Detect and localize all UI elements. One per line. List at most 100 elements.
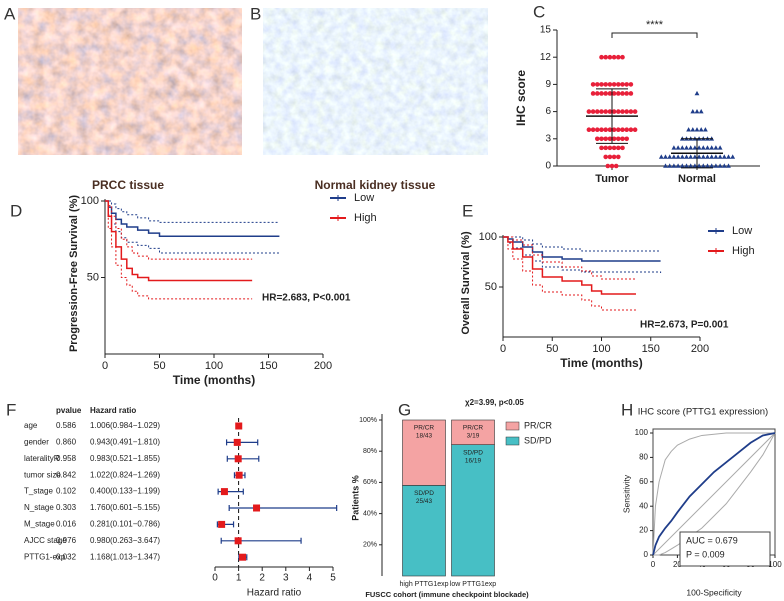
histology-image	[263, 8, 488, 155]
panel-label: D	[10, 201, 22, 220]
y-axis-label: Overall Survival (%)	[460, 231, 472, 335]
dot	[688, 163, 694, 168]
dot	[658, 154, 664, 159]
dot	[611, 54, 617, 60]
y-axis-label: IHC score	[514, 70, 528, 126]
dot	[620, 145, 625, 151]
p-value: 0.958	[56, 454, 77, 463]
dot	[705, 145, 710, 150]
dot	[607, 82, 613, 87]
dot	[713, 154, 719, 159]
x-axis-label: 100-Specificity	[686, 587, 742, 597]
dot	[675, 145, 681, 150]
y-tick-label: 12	[540, 52, 552, 63]
dot	[696, 154, 702, 159]
dot	[709, 145, 715, 150]
legend-label: Low	[732, 225, 752, 237]
dot	[688, 154, 694, 159]
dot	[694, 127, 700, 132]
dot	[590, 91, 596, 96]
x-tick-label: 150	[642, 343, 660, 355]
x-tick-label: 4	[307, 573, 313, 584]
dot	[586, 127, 592, 133]
x-tick-label: 200	[314, 360, 332, 372]
y-tick-label: 20	[639, 526, 648, 535]
y-tick-label: 40	[639, 501, 648, 510]
y-tick-label: 3	[545, 133, 551, 144]
hr-label: 0.983(0.521−1.855)	[90, 454, 160, 463]
dot	[679, 145, 685, 150]
dot	[599, 136, 604, 142]
dot	[611, 109, 617, 114]
confidence-interval	[220, 537, 302, 544]
dot	[611, 91, 617, 96]
confidence-interval	[225, 439, 259, 446]
hr-label: 1.760(0.601−5.155)	[90, 503, 160, 512]
confidence-curve	[652, 432, 775, 556]
dot	[709, 154, 715, 159]
dot	[713, 163, 719, 168]
x-tick-label: 0	[651, 560, 656, 569]
dot	[684, 145, 689, 150]
y-tick-label: 50	[485, 281, 497, 293]
x-tick-label: 0	[212, 573, 218, 584]
x-tick-label: 200	[691, 343, 709, 355]
x-tick-label: 0	[102, 360, 108, 372]
dot	[696, 163, 702, 168]
dot	[620, 109, 625, 114]
dot	[671, 154, 677, 159]
roc-annotation: P = 0.009	[686, 549, 725, 559]
dot	[590, 109, 596, 114]
hr-marker	[233, 438, 241, 446]
dot	[700, 154, 706, 159]
y-tick-label: 100%	[359, 417, 377, 424]
dot	[667, 154, 673, 159]
dot	[611, 136, 617, 142]
error-bar	[596, 88, 628, 144]
dot	[692, 163, 698, 168]
p-value: 0.586	[56, 421, 77, 430]
dot	[616, 154, 621, 160]
confidence-interval	[228, 505, 338, 511]
dot	[698, 127, 704, 132]
segment-label: 16/19	[465, 457, 482, 464]
y-axis-label: Progression-Free Survival (%)	[68, 195, 80, 352]
dot	[607, 54, 613, 60]
y-axis-label: Sensitivity	[621, 474, 631, 513]
dot	[684, 163, 689, 168]
dot	[611, 154, 617, 160]
x-tick-label: 2	[259, 573, 265, 584]
dot	[603, 109, 608, 114]
x-axis-label: Time (months)	[560, 356, 642, 370]
dot	[590, 82, 596, 87]
y-tick-label: 20%	[363, 542, 377, 549]
x-tick-label: 100	[205, 360, 223, 372]
x-tick-label: 50	[153, 360, 165, 372]
x-axis-label: FUSCC cohort (immune checkpoint blockade…	[365, 590, 529, 599]
dot	[700, 145, 706, 150]
dot	[663, 154, 668, 159]
column-header: Hazard ratio	[90, 406, 136, 415]
y-tick-label: 9	[545, 79, 551, 90]
dot	[671, 163, 677, 168]
dot	[721, 154, 727, 159]
column-header: pvalue	[56, 406, 82, 415]
x-tick-label: Tumor	[595, 173, 629, 185]
dot	[620, 127, 625, 133]
y-tick-label: 80%	[363, 448, 377, 455]
hr-label: 1.022(0.824−1.269)	[90, 470, 160, 479]
dot	[595, 91, 600, 96]
dot	[607, 109, 613, 114]
dot	[624, 136, 629, 142]
dot	[667, 163, 673, 168]
roc-annotation: AUC = 0.679	[686, 535, 738, 545]
dot	[607, 154, 613, 160]
x-tick-label: 150	[259, 360, 277, 372]
legend-label: PR/CR	[524, 420, 553, 430]
dot	[694, 109, 700, 114]
dot	[705, 154, 710, 159]
hr-marker	[253, 504, 261, 512]
segment-label: 18/43	[416, 433, 433, 440]
confidence-band	[503, 236, 636, 280]
x-axis-label: Time (months)	[173, 373, 255, 387]
